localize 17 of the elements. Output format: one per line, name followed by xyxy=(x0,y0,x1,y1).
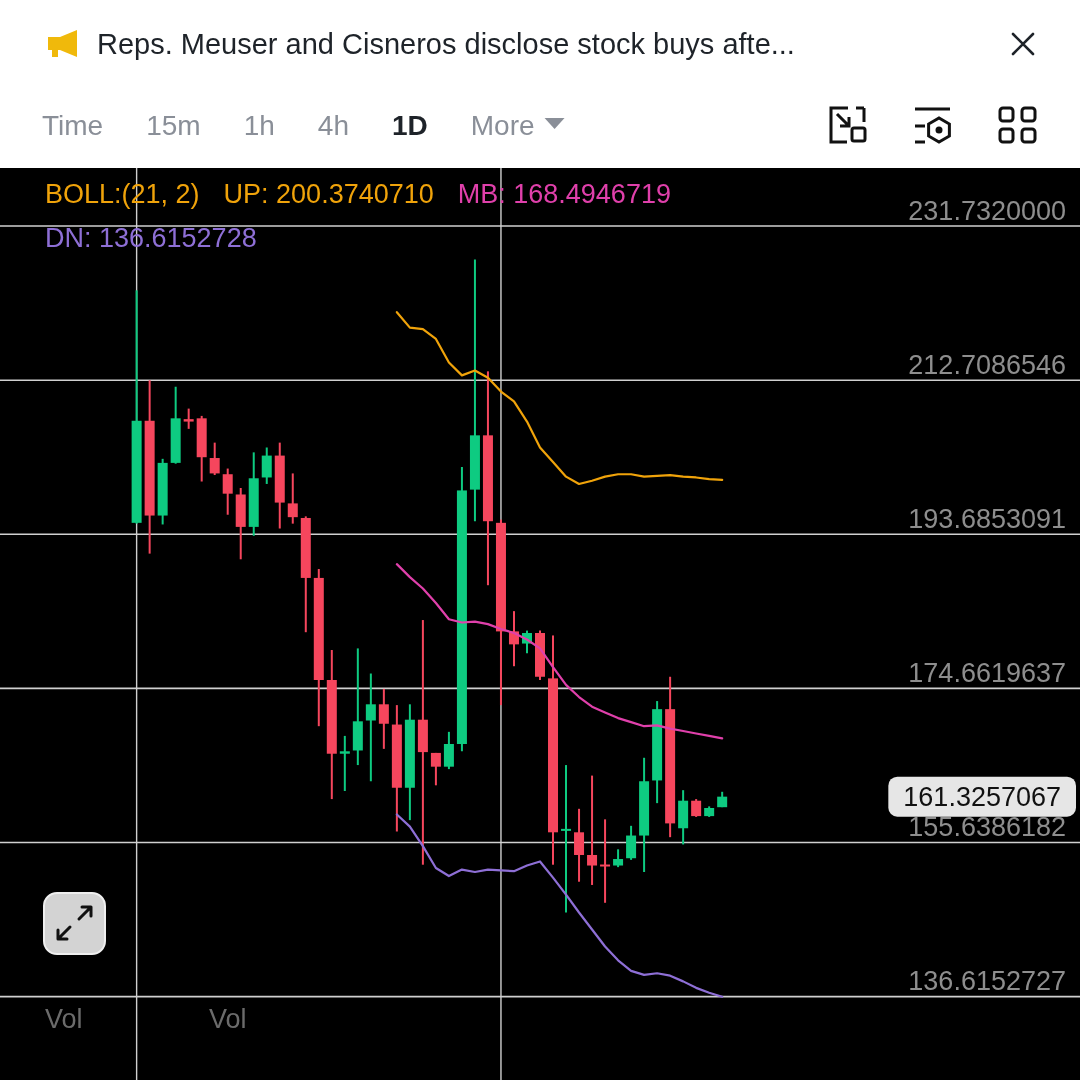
text: 1h xyxy=(243,110,275,141)
text: Time xyxy=(42,110,104,141)
y-tick-label: 136.6152727 xyxy=(908,966,1066,997)
text: 1D xyxy=(391,110,428,141)
annotation: 161.3257067 xyxy=(903,782,1061,813)
text: More xyxy=(470,110,535,141)
chart-title: Reps. Meuser and Cisneros disclose stock buys afte... xyxy=(97,28,795,60)
y-tick-label: 231.7320000 xyxy=(908,195,1066,226)
y-tick-label: 212.7086546 xyxy=(908,349,1066,380)
y-tick-label: 155.6386182 xyxy=(908,812,1066,843)
text: 4h xyxy=(317,110,349,141)
text: 15m xyxy=(146,110,201,141)
text: UP: 200.3740710 xyxy=(223,179,434,209)
y-tick-label: 193.6853091 xyxy=(908,504,1066,535)
y-tick-label: 174.6619637 xyxy=(908,658,1066,689)
text: Vol xyxy=(45,1004,83,1034)
text: Vol xyxy=(209,1004,247,1034)
